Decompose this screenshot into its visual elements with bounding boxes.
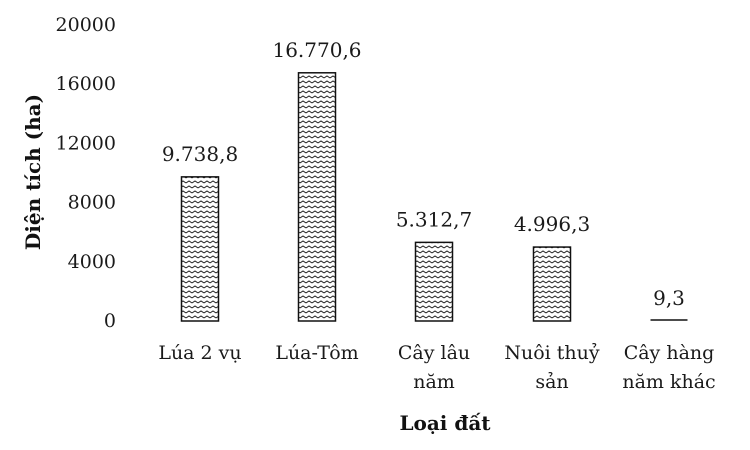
x-category-label: Nuôi thuỷ sản xyxy=(504,342,600,393)
bar xyxy=(532,246,572,322)
bar xyxy=(180,176,220,322)
y-axis-ticks: 0 4000 8000 12000 16000 20000 xyxy=(56,14,116,332)
data-label: 5.312,7 xyxy=(396,207,472,231)
x-axis-title: Loại đất xyxy=(399,411,491,435)
y-tick-label: 4000 xyxy=(68,251,116,273)
y-tick-label: 12000 xyxy=(56,132,116,154)
x-category-label: Cây hàng năm khác xyxy=(622,342,715,393)
x-category-label: Lúa-Tôm xyxy=(275,342,358,364)
bar xyxy=(297,72,337,322)
y-tick-label: 0 xyxy=(104,310,116,332)
data-labels: 9.738,8 16.770,6 5.312,7 4.996,3 9,3 xyxy=(162,38,685,310)
y-tick-label: 8000 xyxy=(68,192,116,214)
x-axis-categories: Lúa 2 vụ Lúa-Tôm Cây lâu năm Nuôi thuỷ sản Cây… xyxy=(158,342,715,393)
y-tick-label: 20000 xyxy=(56,14,116,36)
data-label: 9,3 xyxy=(653,286,685,310)
data-label: 16.770,6 xyxy=(272,38,361,62)
data-label: 9.738,8 xyxy=(162,142,238,166)
bars xyxy=(180,72,688,322)
data-label: 4.996,3 xyxy=(514,212,590,236)
bar xyxy=(414,241,454,322)
y-tick-label: 16000 xyxy=(56,73,116,95)
y-axis-title: Diện tích (ha) xyxy=(21,94,45,250)
x-category-label: Lúa 2 vụ xyxy=(158,342,241,364)
x-category-label: Cây lâu năm xyxy=(398,342,470,393)
